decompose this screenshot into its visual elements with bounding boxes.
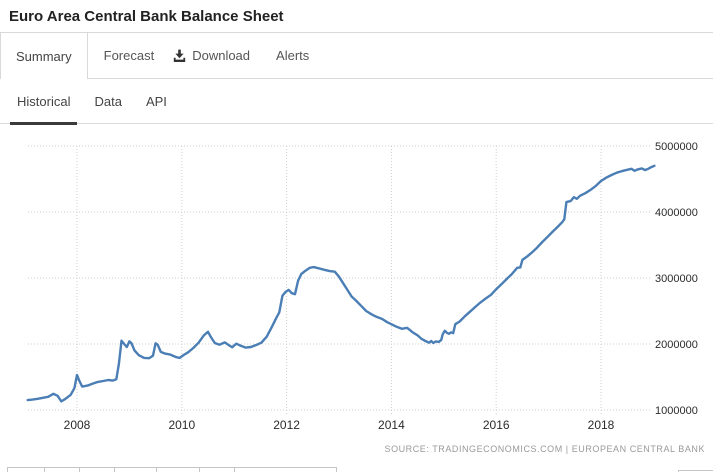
subnav-bar: Historical Data API [0,79,713,125]
partial-table-left [7,467,337,472]
y-axis-tick-label: 4000000 [655,207,698,219]
y-axis-tick-label: 3000000 [655,273,698,285]
x-axis-tick-label: 2016 [483,418,510,432]
subtab-data[interactable]: Data [87,79,128,123]
tab-forecast[interactable]: Forecast [88,33,171,78]
partial-table-right [678,470,713,472]
tab-alerts[interactable]: Alerts [264,33,325,78]
subtab-api-label: API [145,93,167,109]
y-axis-tick-label: 5000000 [655,141,698,153]
subtab-historical[interactable]: Historical [10,79,78,125]
subtab-historical-label: Historical [17,93,71,109]
x-axis-tick-label: 2018 [588,418,615,432]
subtab-data-label: Data [94,93,122,109]
y-axis-tick-label: 1000000 [655,405,698,417]
tab-download-label: Download [192,48,251,63]
title-bar: Euro Area Central Bank Balance Sheet [0,0,713,33]
tab-forecast-label: Forecast [103,48,155,63]
x-axis-tick-label: 2014 [378,418,405,432]
tab-alerts-label: Alerts [276,48,310,63]
y-axis-tick-label: 2000000 [655,339,698,351]
download-icon [173,49,186,63]
tab-summary[interactable]: Summary [0,33,88,79]
x-axis-tick-label: 2008 [64,418,91,432]
tab-bar: Summary Forecast Download Alerts [0,33,713,79]
x-axis-tick-label: 2010 [168,418,195,432]
balance-sheet-series-line [26,164,656,403]
x-axis-tick-label: 2012 [273,418,300,432]
source-note: SOURCE: TRADINGECONOMICS.COM | EUROPEAN … [384,444,705,454]
subtab-api[interactable]: API [139,79,174,123]
tab-download[interactable]: Download [170,33,264,78]
tab-summary-label: Summary [16,48,72,64]
page-title: Euro Area Central Bank Balance Sheet [9,8,284,25]
